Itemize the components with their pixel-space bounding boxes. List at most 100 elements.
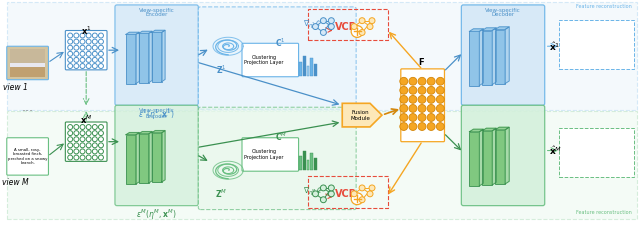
Circle shape [436,123,444,130]
Circle shape [99,51,104,56]
Bar [307,66,310,76]
Bar [482,31,492,85]
Circle shape [99,63,104,68]
Circle shape [68,63,73,68]
Circle shape [367,191,373,197]
Circle shape [409,86,417,94]
Bar [303,151,305,170]
Text: Feature reconstruction: Feature reconstruction [576,210,632,216]
Circle shape [92,155,97,160]
Text: Clustering
Projection Layer: Clustering Projection Layer [244,149,284,160]
Bar [10,49,45,77]
Circle shape [99,155,104,160]
Circle shape [409,123,417,130]
Circle shape [86,57,91,62]
Circle shape [92,45,97,50]
Polygon shape [148,132,152,183]
Bar [152,133,162,182]
Text: Decoder: Decoder [492,12,515,17]
Circle shape [92,143,97,148]
Polygon shape [495,127,509,130]
Circle shape [351,24,357,29]
Text: ···: ··· [22,105,34,118]
Circle shape [74,45,79,50]
Polygon shape [469,29,483,32]
Circle shape [400,86,408,94]
Circle shape [436,77,444,85]
Circle shape [409,104,417,112]
Bar [7,2,637,110]
Circle shape [99,149,104,154]
Text: Clustering
Projection Layer: Clustering Projection Layer [244,55,284,65]
Bar [139,134,148,183]
Circle shape [312,24,319,29]
Circle shape [409,114,417,122]
FancyBboxPatch shape [461,5,545,105]
Text: View-specific: View-specific [139,8,175,13]
FancyBboxPatch shape [65,122,107,161]
Circle shape [86,33,91,38]
Circle shape [99,39,104,44]
Circle shape [400,77,408,85]
Polygon shape [162,131,165,182]
Circle shape [74,51,79,56]
Polygon shape [342,103,382,127]
Circle shape [321,185,326,191]
Text: $\mathbf{x}^1$: $\mathbf{x}^1$ [81,24,92,37]
Text: $\mathbf{Z}^1$: $\mathbf{Z}^1$ [216,64,227,76]
Text: $\nabla_{\eta^1}\mathcal{L}$: $\nabla_{\eta^1}\mathcal{L}$ [303,18,322,31]
Bar [469,132,479,186]
Circle shape [68,143,73,148]
Circle shape [68,39,73,44]
Circle shape [92,149,97,154]
Circle shape [409,77,417,85]
Polygon shape [139,132,152,134]
FancyBboxPatch shape [7,138,49,175]
Polygon shape [492,128,496,185]
Circle shape [68,57,73,62]
Circle shape [74,155,79,160]
Circle shape [74,63,79,68]
Circle shape [99,57,104,62]
Circle shape [86,149,91,154]
Bar [7,111,637,219]
Bar [299,62,301,76]
Text: $\mathbf{F}$: $\mathbf{F}$ [418,56,425,68]
Circle shape [68,51,73,56]
Circle shape [436,114,444,122]
Polygon shape [505,127,509,184]
Circle shape [92,131,97,136]
Text: VCR: VCR [335,189,358,199]
Circle shape [68,137,73,142]
Circle shape [312,191,319,197]
Polygon shape [479,29,483,86]
Circle shape [92,125,97,129]
Circle shape [428,104,435,112]
Circle shape [80,51,85,56]
Polygon shape [139,31,152,34]
Circle shape [351,193,363,205]
Bar [152,32,162,82]
Circle shape [92,51,97,56]
Circle shape [68,155,73,160]
Bar [310,58,314,76]
Bar [559,128,634,177]
Circle shape [74,57,79,62]
Text: $\mathbf{x}^M$: $\mathbf{x}^M$ [80,114,92,126]
Bar [308,9,388,40]
Circle shape [328,18,334,24]
Circle shape [80,57,85,62]
Polygon shape [152,131,165,133]
Circle shape [359,197,365,203]
Polygon shape [126,32,140,34]
Circle shape [418,114,426,122]
Text: $\nabla_{\eta^M}\mathcal{L}$: $\nabla_{\eta^M}\mathcal{L}$ [303,186,322,198]
Circle shape [86,39,91,44]
Bar [310,153,314,170]
Circle shape [321,197,326,203]
Circle shape [86,51,91,56]
Bar [299,156,301,170]
Circle shape [80,125,85,129]
FancyBboxPatch shape [198,107,356,209]
Circle shape [369,18,375,24]
